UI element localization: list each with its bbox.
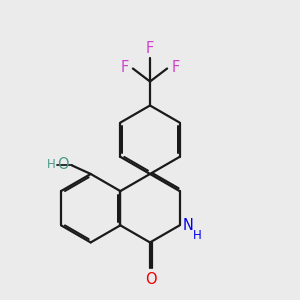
Text: O: O [145,272,157,286]
Text: F: F [121,60,129,75]
Text: N: N [183,218,194,233]
Text: F: F [146,40,154,56]
Text: H: H [193,229,202,242]
Text: F: F [171,60,179,75]
Text: O: O [58,157,69,172]
Text: H: H [47,158,56,170]
